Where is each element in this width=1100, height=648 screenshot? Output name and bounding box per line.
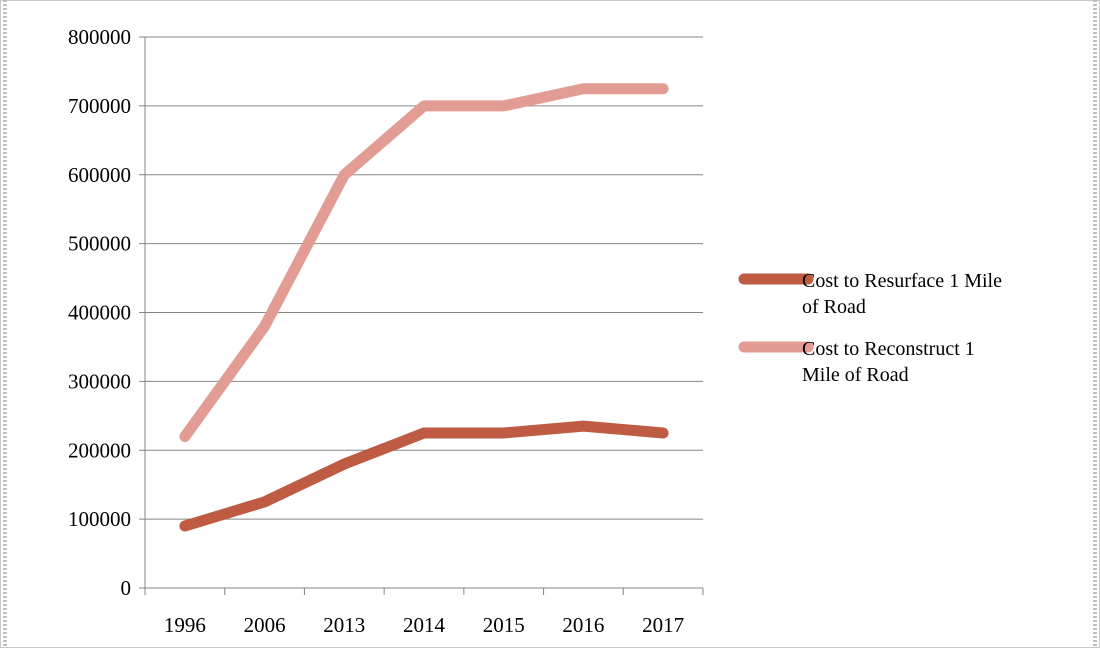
x-axis-tick-labels: 1996 2006 2013 2014 2015 2016 2017 bbox=[164, 613, 684, 637]
x-tick-label: 2015 bbox=[483, 613, 525, 637]
legend-label-line: of Road bbox=[802, 296, 866, 318]
y-axis-tick-labels: 0 100000 200000 300000 400000 500000 600000 700… bbox=[68, 25, 131, 600]
axes bbox=[139, 36, 704, 595]
x-tick-label: 2017 bbox=[642, 613, 684, 637]
y-tick-label: 700000 bbox=[68, 94, 131, 118]
y-tick-label: 0 bbox=[121, 576, 132, 600]
frame-left-edge bbox=[3, 0, 7, 648]
y-tick-label: 400000 bbox=[68, 301, 131, 325]
x-tick-label: 2016 bbox=[562, 613, 604, 637]
x-tick-label: 2006 bbox=[244, 613, 286, 637]
frame-right-edge bbox=[1093, 0, 1097, 648]
gridlines bbox=[145, 36, 703, 520]
legend-label-line: Cost to Reconstruct 1 bbox=[802, 338, 975, 360]
y-tick-label: 500000 bbox=[68, 232, 131, 256]
x-tick-label: 2013 bbox=[323, 613, 365, 637]
y-tick-label: 600000 bbox=[68, 163, 131, 187]
x-tick-label: 1996 bbox=[164, 613, 206, 637]
series-lines bbox=[179, 83, 669, 532]
series-line-2 bbox=[179, 83, 669, 442]
series-line-1 bbox=[179, 420, 669, 532]
y-tick-label: 100000 bbox=[68, 507, 131, 531]
y-tick-label: 800000 bbox=[68, 25, 131, 49]
y-tick-label: 200000 bbox=[68, 438, 131, 462]
x-tick-label: 2014 bbox=[403, 613, 446, 637]
legend-label-line: Cost to Resurface 1 Mile bbox=[802, 270, 1002, 292]
legend-label-line: Mile of Road bbox=[802, 364, 909, 386]
legend: Cost to Resurface 1 Mile of Road Cost to R… bbox=[738, 270, 1002, 386]
y-tick-label: 300000 bbox=[68, 369, 131, 393]
